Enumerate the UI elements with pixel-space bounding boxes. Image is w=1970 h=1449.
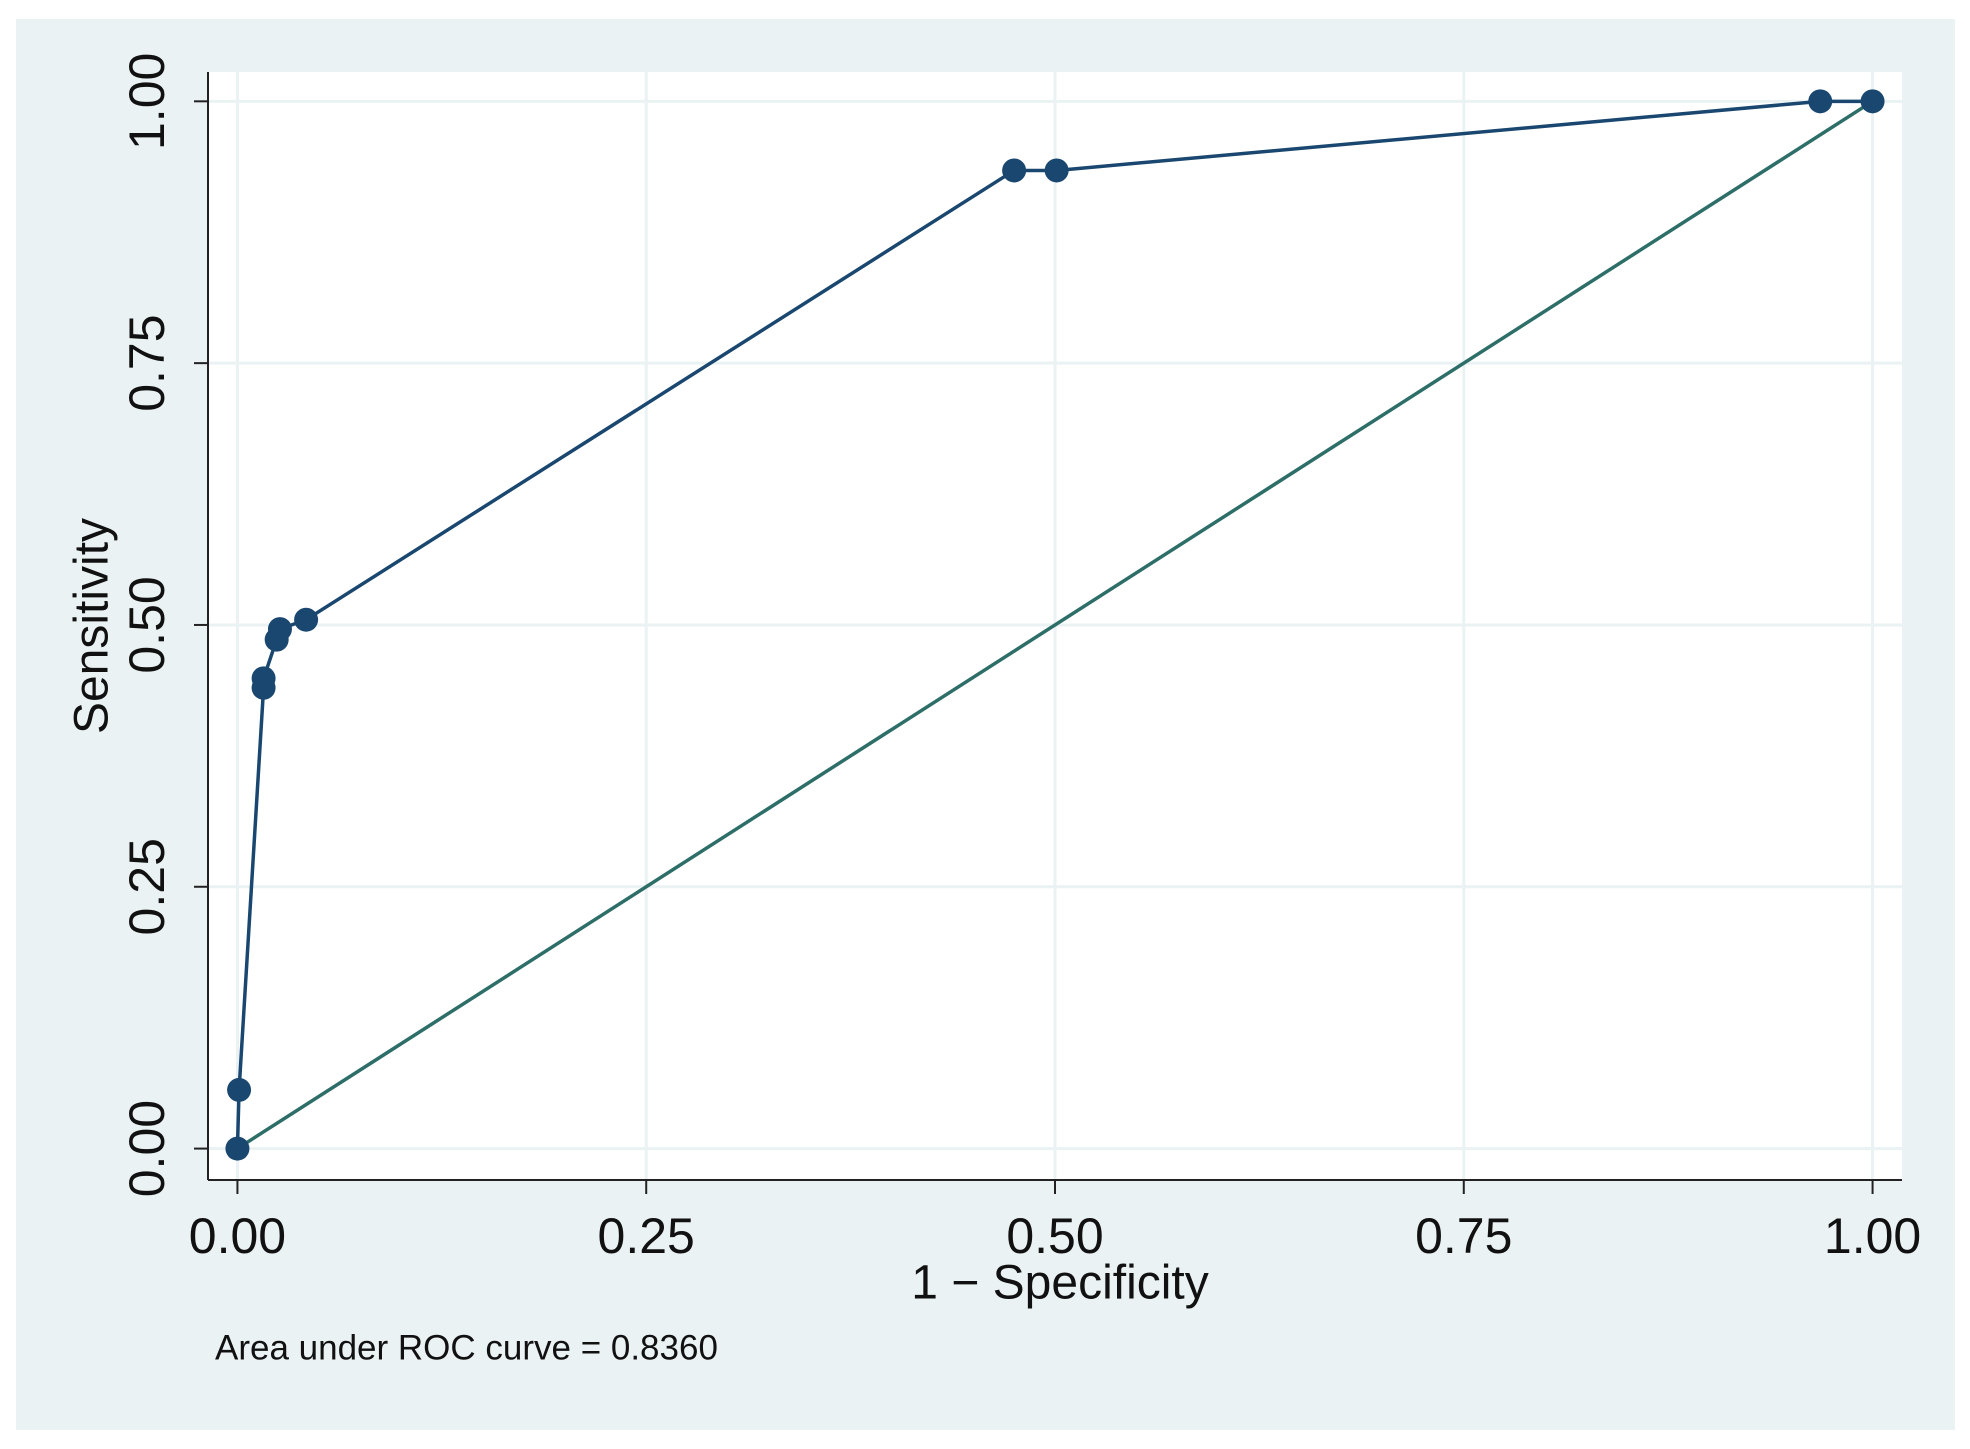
y-tick-label: 0.25 [119,838,175,935]
y-tick-label: 0.00 [119,1100,175,1197]
x-tick-label: 0.25 [598,1208,695,1264]
roc-line [236,99,1874,1151]
point [227,1077,252,1102]
y-axis-title: Sensitivity [66,518,119,734]
point [294,607,319,632]
x-tick-label: 1.00 [1824,1208,1921,1264]
point [1860,89,1885,114]
x-tick-label: 0.75 [1415,1208,1512,1264]
y-tick-label: 0.50 [119,576,175,673]
x-axis-title: 1 − Specificity [911,1257,1208,1310]
point [1808,89,1833,114]
y-tick-label: 1.00 [119,53,175,150]
point [225,1136,250,1161]
note: Area under ROC curve = 0.8360 [215,1328,718,1367]
x-tick-label: 0.00 [189,1208,286,1264]
x-tick-label: 0.50 [1006,1208,1103,1264]
point [251,666,276,691]
y-tick-label: 0.75 [119,314,175,411]
point [1002,158,1027,183]
point [267,617,292,642]
point [1044,158,1069,183]
